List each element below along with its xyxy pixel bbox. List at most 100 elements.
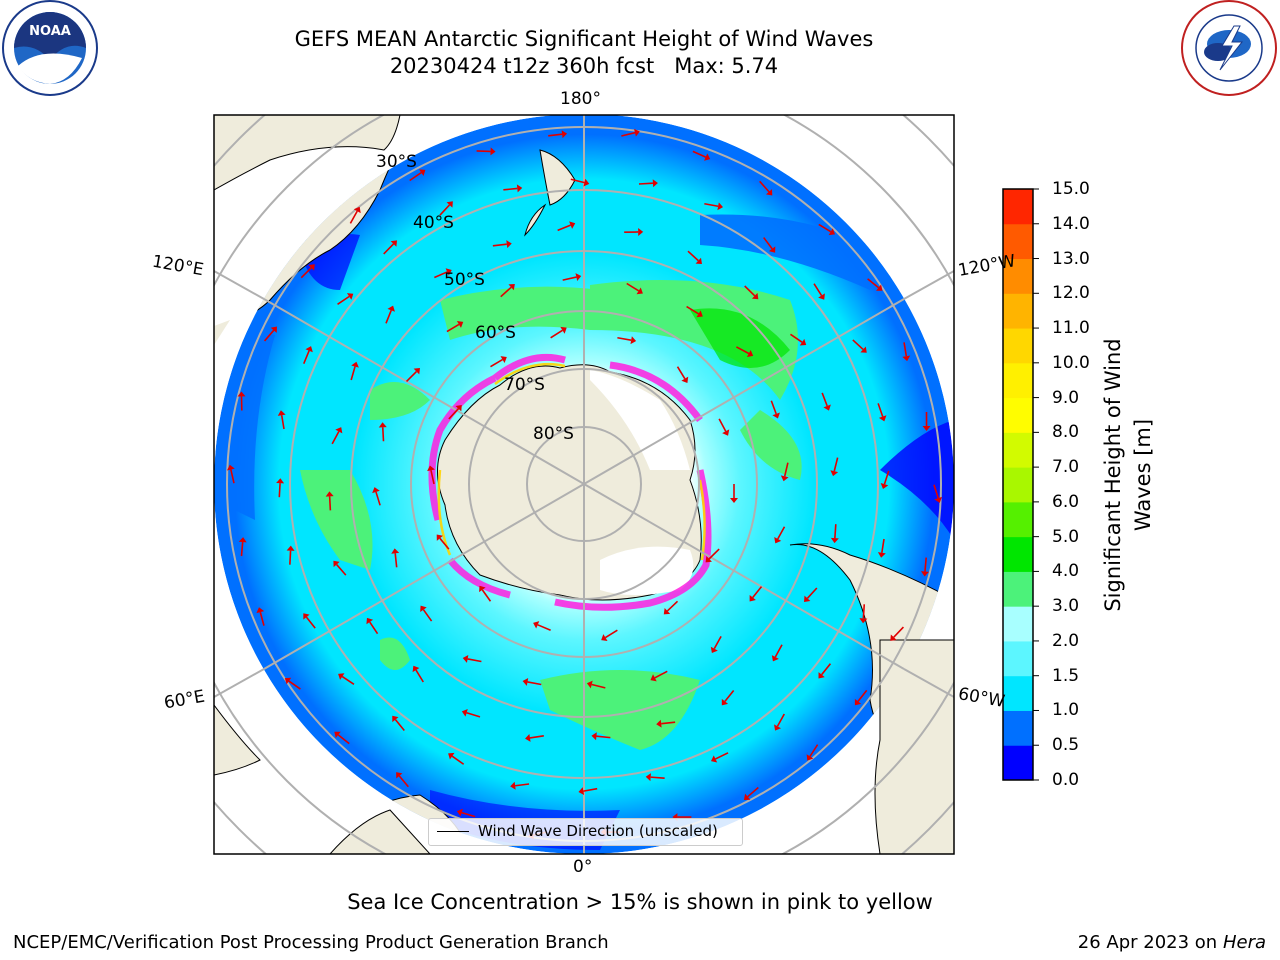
wind-wave-arrow-head	[743, 793, 751, 800]
wind-wave-arrow-head	[804, 595, 811, 603]
colorbar-segment	[1003, 362, 1033, 399]
wind-wave-arrow-shaft	[776, 713, 785, 727]
wind-wave-arrow-shaft	[385, 310, 392, 324]
colorbar-segment	[1003, 293, 1033, 329]
wind-wave-arrow-shaft	[591, 683, 606, 689]
wind-wave-arrow-shaft	[328, 496, 332, 511]
wind-wave-arrow-head	[704, 153, 711, 161]
wind-wave-arrow-shaft	[394, 719, 405, 731]
wind-wave-arrow-head	[516, 184, 523, 193]
colorbar-segment	[1003, 640, 1033, 677]
wind-wave-arrow-shaft	[933, 484, 939, 499]
wind-wave-arrow-head	[303, 613, 310, 620]
wind-wave-arrow-shaft	[383, 243, 395, 255]
wind-wave-arrow-head	[586, 680, 593, 689]
wind-wave-arrow-shaft	[240, 541, 244, 557]
wind-wave-arrow-head	[420, 605, 427, 612]
wind-wave-arrow-shaft	[893, 626, 905, 638]
wind-wave-arrow-head	[920, 571, 929, 577]
wind-wave-arrow-shaft	[617, 336, 632, 341]
wind-wave-arrow-head	[396, 772, 403, 779]
wind-wave-arrow-head	[696, 310, 703, 318]
wind-wave-arrow-head	[591, 732, 597, 741]
wind-wave-arrow-shaft	[692, 150, 707, 158]
wind-wave-arrow-head	[372, 487, 380, 494]
footer-date-text: 26 Apr 2023 on	[1077, 932, 1218, 953]
wind-wave-arrow-head	[774, 537, 782, 544]
wind-wave-arrow-head	[656, 719, 662, 728]
wind-wave-arrow-head	[751, 292, 759, 300]
wind-wave-arrow-head	[859, 618, 868, 624]
colorbar-frame	[1002, 188, 1034, 781]
wind-wave-arrow-head	[391, 548, 400, 554]
wind-wave-arrow-head	[818, 293, 825, 300]
wind-wave-arrow-head	[456, 808, 463, 817]
colorbar-segment	[1003, 397, 1033, 433]
wind-wave-arrow-shaft	[774, 644, 783, 658]
wind-wave-arrow-head	[877, 552, 886, 558]
wind-wave-arrow-head	[286, 545, 295, 551]
wind-wave-arrow-shaft	[783, 462, 789, 477]
wind-wave-arrow-shaft	[439, 537, 450, 550]
wind-wave-arrow-shaft	[451, 755, 465, 765]
wind-wave-arrow-head	[500, 356, 507, 364]
wind-wave-arrow-shaft	[492, 243, 507, 247]
wind-wave-arrow-shaft	[288, 680, 301, 690]
wind-wave-arrow-shaft	[230, 469, 235, 484]
wind-wave-arrow-head	[522, 678, 529, 686]
wind-wave-arrow-head	[366, 617, 374, 625]
wind-wave-arrow-shaft	[349, 210, 358, 224]
wind-wave-arrow-shaft	[857, 689, 868, 702]
colorbar-tick-label: 5.0	[1052, 526, 1080, 547]
wind-wave-arrow-head	[601, 634, 608, 641]
nws-logo	[1181, 0, 1277, 96]
wind-wave-arrow-shaft	[434, 271, 448, 279]
colorbar-segment	[1003, 606, 1033, 642]
wind-wave-arrow-head	[681, 376, 689, 383]
colorbar-tick-label: 9.0	[1052, 387, 1080, 408]
wind-wave-arrow-head	[695, 257, 702, 265]
wind-wave-arrow-shaft	[503, 187, 518, 191]
wind-wave-arrow-shaft	[439, 204, 451, 216]
wind-wave-arrow-shaft	[813, 283, 823, 296]
lat-label-50s: 50°S	[444, 270, 485, 290]
wind-wave-arrow-head	[479, 585, 486, 593]
wind-wave-arrow-shaft	[881, 538, 885, 553]
wind-wave-arrow-head	[412, 665, 420, 673]
wind-wave-arrow-shaft	[331, 431, 340, 445]
wind-wave-arrow-shaft	[821, 663, 832, 676]
wind-wave-arrow-shaft	[759, 180, 770, 193]
wind-wave-arrow-shaft	[790, 333, 803, 343]
wind-wave-arrow-head	[238, 537, 247, 543]
wind-wave-arrow-shaft	[883, 470, 890, 485]
wind-wave-arrow-head	[333, 560, 340, 568]
colorbar-segment	[1003, 432, 1033, 468]
wind-wave-arrow-head	[828, 228, 835, 236]
wind-wave-arrow-head	[774, 724, 782, 731]
wind-wave-arrow-shaft	[529, 735, 544, 739]
wind-wave-arrow-head	[722, 429, 730, 436]
wind-wave-arrow-head	[818, 672, 825, 679]
wind-wave-arrow-shaft	[686, 305, 699, 315]
wind-wave-arrow-head	[630, 336, 637, 345]
wind-wave-arrow-head	[448, 752, 455, 760]
colorbar-tick-label: 12.0	[1052, 283, 1090, 304]
wind-wave-arrow-head	[462, 655, 469, 663]
colorbar-segment	[1003, 710, 1033, 746]
wind-wave-arrow-head	[508, 283, 515, 291]
wind-wave-arrow-head	[578, 787, 585, 796]
wind-wave-arrow-head	[765, 189, 773, 196]
sea-ice-caption: Sea Ice Concentration > 15% is shown in …	[347, 890, 933, 914]
wind-wave-arrow-shaft	[537, 624, 551, 631]
wind-wave-arrow-head	[525, 733, 531, 742]
wind-wave-arrow-shaft	[763, 237, 773, 250]
wind-wave-arrow-head	[768, 246, 776, 253]
wind-wave-arrow-head	[730, 498, 738, 503]
wind-wave-arrow-shaft	[466, 712, 481, 718]
colorbar-segment	[1003, 189, 1033, 225]
wind-wave-arrow-head	[710, 755, 718, 763]
colorbar-tick-label: 2.0	[1052, 630, 1080, 651]
wind-wave-arrow-head	[226, 464, 235, 471]
wind-wave-arrow-head	[510, 781, 516, 790]
wind-wave-arrow-head	[308, 264, 315, 271]
